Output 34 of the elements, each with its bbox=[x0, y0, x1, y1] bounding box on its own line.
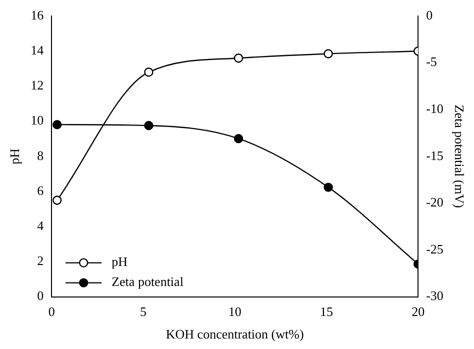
point bbox=[324, 182, 333, 192]
y2-tick-label: 0 bbox=[426, 7, 433, 22]
point bbox=[324, 49, 333, 58]
y-tick-label: 16 bbox=[30, 7, 44, 22]
x-axis-title: KOH concentration (wt%) bbox=[166, 326, 304, 342]
y-tick-label: 6 bbox=[37, 182, 44, 198]
point bbox=[234, 54, 244, 63]
point bbox=[144, 120, 154, 130]
point bbox=[234, 134, 244, 144]
y-tick-label: 12 bbox=[30, 78, 44, 93]
y-tick-label: 8 bbox=[37, 148, 44, 163]
y-tick-label: 14 bbox=[30, 42, 44, 58]
y-tick-label: 4 bbox=[37, 218, 44, 234]
point bbox=[52, 120, 62, 130]
y-tick-label: 10 bbox=[30, 112, 44, 128]
legend-label: Zeta potential bbox=[112, 274, 184, 290]
x-tick-label: 20 bbox=[412, 304, 425, 320]
y2-tick-label: -15 bbox=[426, 148, 444, 163]
x-tick-label: 15 bbox=[320, 304, 333, 320]
y2-tick-label: -30 bbox=[426, 288, 444, 304]
y-axis-title: pH bbox=[7, 148, 22, 164]
x-tick-label: 0 bbox=[48, 304, 55, 320]
y2-tick-label: -25 bbox=[426, 241, 444, 256]
y2-tick-label: -20 bbox=[426, 194, 444, 210]
y2-axis-title: Zeta potential (mV) bbox=[452, 104, 467, 208]
y2-tick-label: -10 bbox=[426, 101, 444, 116]
point bbox=[52, 196, 62, 205]
y-tick-label: 0 bbox=[37, 288, 44, 304]
point bbox=[144, 68, 154, 77]
y2-tick-label: -5 bbox=[426, 54, 437, 70]
x-tick-label: 5 bbox=[140, 304, 146, 320]
legend-label: pH bbox=[112, 254, 128, 270]
y-tick-label: 2 bbox=[37, 253, 44, 268]
x-tick-label: 10 bbox=[228, 304, 242, 320]
